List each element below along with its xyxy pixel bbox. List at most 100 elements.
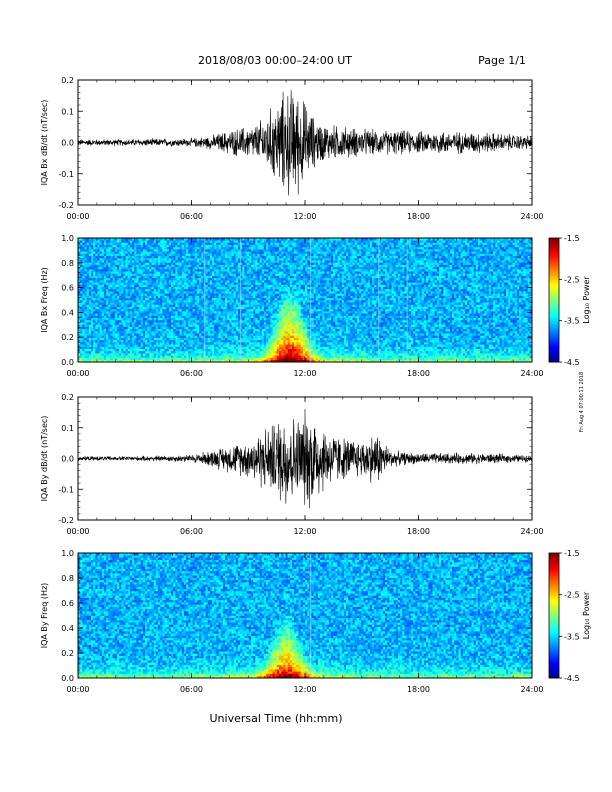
heatmap-cell [91,329,93,332]
heatmap-cell [180,247,182,250]
heatmap-cell [128,322,130,325]
heatmap-cell [128,338,130,341]
heatmap-cell [206,302,208,305]
heatmap-cell [262,358,264,361]
heatmap-cell [162,300,164,303]
heatmap-cell [262,254,264,257]
heatmap-cell [117,358,119,361]
heatmap-cell [143,316,145,319]
heatmap-cell [156,251,158,254]
heatmap-cell [106,251,108,254]
heatmap-cell [82,249,84,252]
heatmap-cell [141,347,143,350]
heatmap-cell [234,276,236,279]
heatmap-cell [154,242,156,245]
heatmap-cell [214,269,216,272]
heatmap-cell [173,355,175,358]
heatmap-cell [244,282,246,285]
heatmap-cell [158,265,160,268]
heatmap-cell [123,302,125,305]
heatmap-cell [89,287,91,290]
heatmap-cell [93,335,95,338]
heatmap-cell [201,262,203,265]
heatmap-cell [91,327,93,330]
heatmap-cell [115,300,117,303]
heatmap-cell [208,320,210,323]
heatmap-cell [91,267,93,270]
heatmap-cell [119,351,121,354]
heatmap-cell [102,291,104,294]
heatmap-cell [193,335,195,338]
heatmap-cell [242,256,244,259]
heatmap-cell [145,327,147,330]
heatmap-cell [188,335,190,338]
heatmap-cell [173,285,175,288]
heatmap-cell [123,304,125,307]
heatmap-cell [219,247,221,250]
heatmap-cell [188,327,190,330]
heatmap-cell [102,265,104,268]
heatmap-cell [160,249,162,252]
heatmap-cell [162,307,164,310]
heatmap-cell [169,296,171,299]
heatmap-cell [180,245,182,248]
heatmap-cell [253,307,255,310]
heatmap-cell [216,280,218,283]
heatmap-cell [190,331,192,334]
heatmap-cell [169,347,171,350]
heatmap-cell [115,351,117,354]
heatmap-cell [244,254,246,257]
heatmap-cell [234,329,236,332]
heatmap-cell [197,311,199,314]
heatmap-cell [206,329,208,332]
heatmap-cell [160,311,162,314]
heatmap-cell [158,302,160,305]
heatmap-cell [167,300,169,303]
heatmap-cell [227,324,229,327]
heatmap-cell [156,273,158,276]
heatmap-cell [102,262,104,265]
heatmap-cell [201,296,203,299]
heatmap-cell [236,331,238,334]
heatmap-cell [264,338,266,341]
heatmap-cell [175,333,177,336]
heatmap-cell [121,273,123,276]
heatmap-cell [249,278,251,281]
heatmap-cell [186,267,188,270]
heatmap-cell [139,340,141,343]
heatmap-cell [121,285,123,288]
heatmap-cell [119,276,121,279]
heatmap-cell [175,293,177,296]
heatmap-cell [225,287,227,290]
heatmap-cell [143,282,145,285]
heatmap-cell [126,320,128,323]
heatmap-cell [173,335,175,338]
heatmap-cell [89,320,91,323]
heatmap-cell [169,335,171,338]
heatmap-cell [134,338,136,341]
heatmap-cell [89,262,91,265]
heatmap-cell [236,285,238,288]
heatmap-cell [193,316,195,319]
heatmap-cell [115,265,117,268]
heatmap-cell [141,267,143,270]
heatmap-cell [195,251,197,254]
heatmap-cell [160,318,162,321]
heatmap-cell [152,331,154,334]
heatmap-cell [139,291,141,294]
heatmap-cell [121,245,123,248]
heatmap-cell [93,322,95,325]
heatmap-cell [134,329,136,332]
heatmap-cell [139,278,141,281]
heatmap-cell [143,340,145,343]
heatmap-cell [262,329,264,332]
heatmap-cell [257,291,259,294]
heatmap-cell [173,276,175,279]
heatmap-cell [251,355,253,358]
heatmap-cell [104,358,106,361]
heatmap-cell [266,269,268,272]
heatmap-cell [266,324,268,327]
heatmap-cell [130,342,132,345]
heatmap-cell [136,335,138,338]
heatmap-cell [229,300,231,303]
